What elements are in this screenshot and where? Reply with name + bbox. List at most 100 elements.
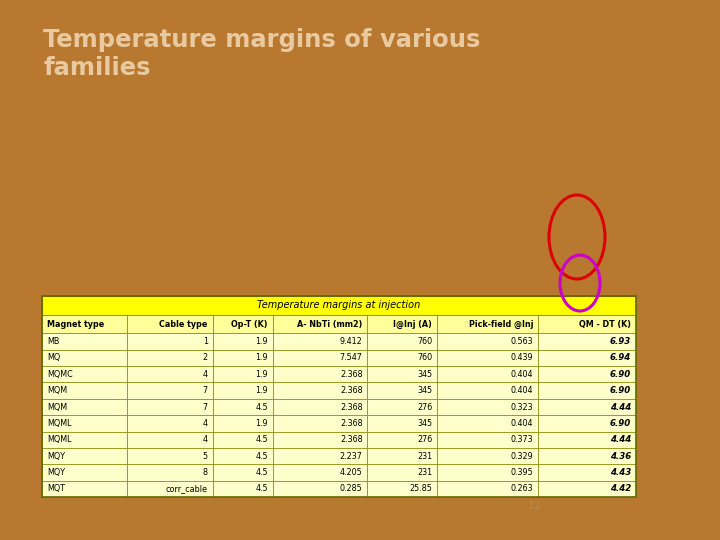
Text: I@Inj (A): I@Inj (A) xyxy=(393,320,432,329)
Text: 4.205: 4.205 xyxy=(340,468,363,477)
Text: 2.368: 2.368 xyxy=(340,419,363,428)
Bar xyxy=(42,382,127,399)
Text: MQY: MQY xyxy=(47,451,65,461)
Text: Temperature margins of various
families: Temperature margins of various families xyxy=(43,28,480,80)
Bar xyxy=(538,481,636,497)
Bar xyxy=(273,448,367,464)
Text: 0.404: 0.404 xyxy=(510,386,534,395)
Bar xyxy=(538,399,636,415)
Text: 6.90: 6.90 xyxy=(610,419,631,428)
Text: 1: 1 xyxy=(203,337,208,346)
Bar xyxy=(538,448,636,464)
Text: 0.404: 0.404 xyxy=(510,370,534,379)
Text: Pick-field @Inj: Pick-field @Inj xyxy=(469,320,534,329)
Bar xyxy=(212,431,273,448)
Bar xyxy=(42,366,127,382)
Bar xyxy=(367,481,437,497)
Text: 0.329: 0.329 xyxy=(510,451,534,461)
Bar xyxy=(367,333,437,350)
Bar xyxy=(273,366,367,382)
Bar xyxy=(437,315,538,333)
Bar xyxy=(367,415,437,431)
Bar xyxy=(367,399,437,415)
Text: 0.263: 0.263 xyxy=(510,484,534,494)
Text: 4.5: 4.5 xyxy=(256,402,268,411)
Bar xyxy=(42,481,127,497)
Bar xyxy=(538,464,636,481)
Bar xyxy=(42,448,127,464)
Text: 1.9: 1.9 xyxy=(256,353,268,362)
Bar xyxy=(127,415,212,431)
Text: 276: 276 xyxy=(417,402,432,411)
Text: 1.9: 1.9 xyxy=(256,419,268,428)
Bar xyxy=(437,415,538,431)
Text: Temperature margins at injection: Temperature margins at injection xyxy=(257,300,420,310)
Bar xyxy=(273,382,367,399)
Bar xyxy=(538,382,636,399)
Text: 5: 5 xyxy=(203,451,208,461)
Text: 345: 345 xyxy=(417,386,432,395)
Text: 7: 7 xyxy=(203,386,208,395)
Text: MQY: MQY xyxy=(47,468,65,477)
Text: 4: 4 xyxy=(203,370,208,379)
Bar xyxy=(127,382,212,399)
Bar xyxy=(437,448,538,464)
Bar xyxy=(538,366,636,382)
Text: 7.547: 7.547 xyxy=(340,353,363,362)
Bar xyxy=(42,415,127,431)
Text: 1.9: 1.9 xyxy=(256,370,268,379)
Bar xyxy=(273,315,367,333)
Text: 25.85: 25.85 xyxy=(409,484,432,494)
Bar xyxy=(212,448,273,464)
Bar xyxy=(212,464,273,481)
Bar xyxy=(42,350,127,366)
Bar xyxy=(367,350,437,366)
Bar xyxy=(437,333,538,350)
Bar xyxy=(127,481,212,497)
Bar xyxy=(367,382,437,399)
Text: 2.237: 2.237 xyxy=(340,451,363,461)
Bar xyxy=(437,481,538,497)
Bar xyxy=(42,333,127,350)
Text: 7: 7 xyxy=(203,402,208,411)
Text: 0.563: 0.563 xyxy=(510,337,534,346)
Text: 4.5: 4.5 xyxy=(256,451,268,461)
Bar xyxy=(212,415,273,431)
Bar xyxy=(212,481,273,497)
Text: 0.404: 0.404 xyxy=(510,419,534,428)
Bar xyxy=(42,315,127,333)
Bar xyxy=(273,415,367,431)
Text: corr_cable: corr_cable xyxy=(166,484,208,494)
Text: 4.43: 4.43 xyxy=(610,468,631,477)
Bar xyxy=(367,366,437,382)
Text: MQML: MQML xyxy=(47,419,71,428)
Text: MQM: MQM xyxy=(47,386,67,395)
Bar xyxy=(273,464,367,481)
Text: 760: 760 xyxy=(417,337,432,346)
Text: MQM: MQM xyxy=(47,402,67,411)
Bar xyxy=(127,315,212,333)
Text: 2.368: 2.368 xyxy=(340,402,363,411)
Text: 0.323: 0.323 xyxy=(510,402,534,411)
Text: 231: 231 xyxy=(417,468,432,477)
Bar xyxy=(127,399,212,415)
Bar xyxy=(367,431,437,448)
Text: MQMC: MQMC xyxy=(47,370,73,379)
Bar xyxy=(127,333,212,350)
Text: 1.9: 1.9 xyxy=(256,337,268,346)
Text: 345: 345 xyxy=(417,370,432,379)
Text: 12: 12 xyxy=(528,501,542,511)
Bar xyxy=(127,366,212,382)
Bar xyxy=(367,315,437,333)
Text: 4: 4 xyxy=(203,435,208,444)
Bar xyxy=(437,350,538,366)
Bar xyxy=(437,382,538,399)
Text: 4: 4 xyxy=(203,419,208,428)
Bar xyxy=(437,366,538,382)
Text: 4.5: 4.5 xyxy=(256,435,268,444)
Bar xyxy=(273,399,367,415)
Bar xyxy=(273,431,367,448)
Bar xyxy=(538,415,636,431)
Bar xyxy=(367,464,437,481)
Bar xyxy=(538,333,636,350)
